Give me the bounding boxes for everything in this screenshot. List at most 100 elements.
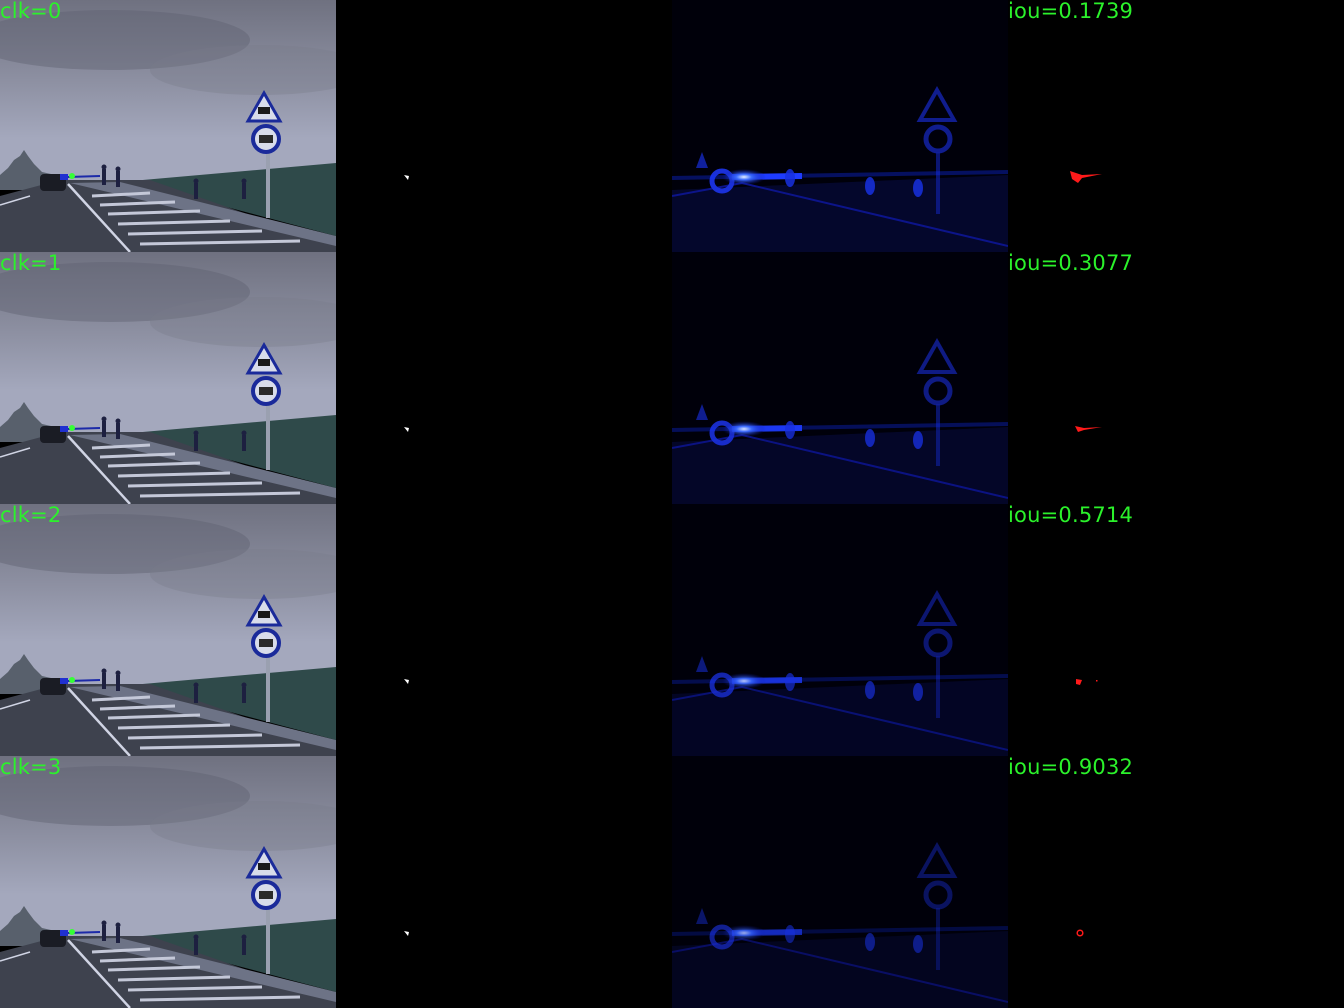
sign-symbol (258, 107, 270, 114)
car (40, 426, 66, 443)
cloud (150, 45, 336, 95)
grass-field (120, 415, 336, 488)
road-scene-image (0, 504, 336, 756)
result-row: clk=3 iou=0.9032 (0, 756, 1344, 1008)
road-edge-line (67, 435, 131, 504)
sign-pole (266, 906, 270, 974)
click-count-label: clk=1 (0, 252, 62, 275)
road-scene-image (0, 756, 336, 1008)
sky (0, 756, 336, 941)
heatmap-tower (696, 908, 708, 924)
click-point (69, 425, 75, 431)
result-row: clk=0 iou=0.1739 (0, 0, 1344, 252)
pedestrians (101, 920, 247, 955)
cloud (150, 297, 336, 347)
iou-score-label: iou=0.9032 (1008, 756, 1134, 779)
road-edge-line (67, 183, 131, 252)
cloud (0, 10, 250, 70)
heatmap-panel (672, 252, 1008, 504)
crosswalk-stripes (91, 443, 301, 498)
heatmap-tower (696, 152, 708, 168)
predicted-region (1076, 679, 1082, 685)
sky (0, 504, 336, 689)
heatmap-person (865, 429, 875, 447)
ground-truth-panel (336, 0, 672, 252)
prediction-panel: iou=0.3077 (1008, 252, 1344, 504)
car (40, 174, 66, 191)
prediction-mask (1076, 929, 1084, 937)
heatmap-hotspot (722, 925, 766, 941)
predicted-region (1070, 171, 1102, 183)
road (0, 432, 336, 504)
prediction-panel: iou=0.1739 (1008, 0, 1344, 252)
segment-highlight (60, 426, 68, 432)
road (0, 936, 336, 1008)
road (0, 684, 336, 756)
lane-line (0, 447, 31, 458)
grass-field (120, 163, 336, 236)
heatmap-sign (916, 589, 958, 626)
heatmap-person (913, 683, 923, 701)
ground-truth-mask (404, 427, 409, 432)
iou-score-label: iou=0.1739 (1008, 0, 1134, 23)
lane-line (0, 195, 31, 206)
heatmap-pole (936, 656, 940, 718)
prediction-mask (1070, 171, 1102, 183)
heatmap-person (785, 169, 795, 187)
sign-symbol (258, 611, 270, 618)
sidewalk (70, 182, 336, 246)
road-scene-image (0, 0, 336, 252)
heatmap-person (913, 179, 923, 197)
crosswalk-stripes (91, 947, 301, 1002)
heatmap-ground (672, 679, 1008, 756)
pedestrians (101, 164, 247, 199)
road-edge-line (67, 939, 131, 1008)
sign-pole (266, 654, 270, 722)
ground-truth-mask (404, 931, 409, 936)
predicted-region (1076, 929, 1084, 937)
sign-symbol (259, 891, 273, 899)
click-count-label: clk=0 (0, 0, 62, 23)
heatmap (672, 252, 1008, 504)
segment-highlight (60, 678, 68, 684)
heatmap-ground (672, 931, 1008, 1008)
heatmap-sign (923, 628, 953, 658)
sign-pole (266, 402, 270, 470)
car (40, 678, 66, 695)
click-count-label: clk=3 (0, 756, 62, 779)
heatmap-tower (696, 656, 708, 672)
ground-truth-mask (404, 679, 409, 684)
heatmap-person (865, 681, 875, 699)
predicted-region (1075, 426, 1102, 432)
result-row: clk=1 iou=0.3077 (0, 252, 1344, 504)
sidewalk (70, 434, 336, 498)
prediction-panel: iou=0.5714 (1008, 504, 1344, 756)
ground-truth-panel (336, 504, 672, 756)
input-image-panel: clk=0 (0, 0, 336, 252)
road-edge-line (67, 687, 131, 756)
sign-symbol (259, 387, 273, 395)
heatmap-sign (923, 376, 953, 406)
heatmap-pole (936, 404, 940, 466)
click-point (69, 677, 75, 683)
sky (0, 0, 336, 185)
segment-highlight (60, 174, 68, 180)
car (40, 930, 66, 947)
heatmap-person (785, 421, 795, 439)
result-row: clk=2 iou=0.5714 (0, 504, 1344, 756)
prediction-panel: iou=0.9032 (1008, 756, 1344, 1008)
prediction-mask (1075, 426, 1102, 432)
heatmap-sign (923, 124, 953, 154)
road (0, 180, 336, 252)
ground-truth-panel (336, 252, 672, 504)
pedestrians (101, 668, 247, 703)
heatmap (672, 0, 1008, 252)
grass-field (120, 919, 336, 992)
input-image-panel: clk=1 (0, 252, 336, 504)
sign-symbol (259, 639, 273, 647)
input-image-panel: clk=3 (0, 756, 336, 1008)
heatmap (672, 756, 1008, 1008)
sign-symbol (259, 135, 273, 143)
prediction-mask (1076, 679, 1098, 685)
mask-region (404, 679, 409, 684)
